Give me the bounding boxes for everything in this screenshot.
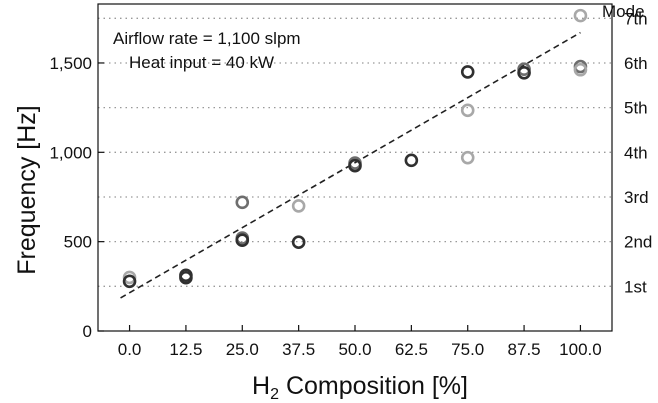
x-tick-label: 0.0 <box>118 340 142 359</box>
annotation-airflow: Airflow rate = 1,100 slpm <box>113 29 301 48</box>
mode-label-5th: 5th <box>624 99 648 118</box>
x-tick-label: 75.0 <box>451 340 484 359</box>
x-tick-label: 87.5 <box>508 340 541 359</box>
mode-labels: 1st 2nd 3rd 4th 5th 6th 7th <box>624 9 652 296</box>
data-points <box>122 8 588 289</box>
x-tick-label: 25.0 <box>226 340 259 359</box>
data-point <box>573 62 588 77</box>
x-axis-title: H2 Composition [%] <box>252 372 468 403</box>
axis-ticks: 0 500 1,000 1,500 0.0 12.5 25.0 37.5 50.0 62.5 75.… <box>49 54 601 359</box>
mode-label-4th: 4th <box>624 143 648 162</box>
mode-label-3rd: 3rd <box>624 188 649 207</box>
mode-label-2nd: 2nd <box>624 233 652 252</box>
x-tick-label: 37.5 <box>282 340 315 359</box>
data-point <box>122 274 137 289</box>
data-point <box>460 65 475 79</box>
data-point <box>404 153 419 168</box>
x-tick-label: 62.5 <box>395 340 428 359</box>
mode-label-1st: 1st <box>624 277 647 296</box>
x-axis-title-subscript: 2 <box>270 386 279 403</box>
mode-label-6th: 6th <box>624 54 648 73</box>
mode-label-7th: 7th <box>624 9 648 28</box>
data-point <box>235 195 250 210</box>
data-point <box>573 8 588 23</box>
y-axis-title: Frequency [Hz] <box>13 105 41 275</box>
data-point <box>179 270 193 285</box>
data-point <box>517 65 531 80</box>
x-tick-label: 50.0 <box>338 340 371 359</box>
x-tick-label: 100.0 <box>559 340 602 359</box>
data-point <box>460 150 475 165</box>
data-point <box>291 199 306 213</box>
y-tick-label: 1,500 <box>49 54 92 73</box>
data-point <box>460 103 475 118</box>
annotation-heat-input: Heat input = 40 kW <box>129 53 274 72</box>
x-axis-title-main: H <box>252 372 270 400</box>
data-point <box>235 233 250 248</box>
x-axis-title-rest: Composition [%] <box>279 372 468 400</box>
right-axis-title: Mode <box>602 2 645 21</box>
data-point <box>291 235 306 249</box>
data-point <box>348 158 362 173</box>
y-tick-label: 1,000 <box>49 143 92 162</box>
x-tick-label: 12.5 <box>169 340 202 359</box>
y-tick-label: 0 <box>83 322 92 341</box>
y-tick-label: 500 <box>64 233 92 252</box>
